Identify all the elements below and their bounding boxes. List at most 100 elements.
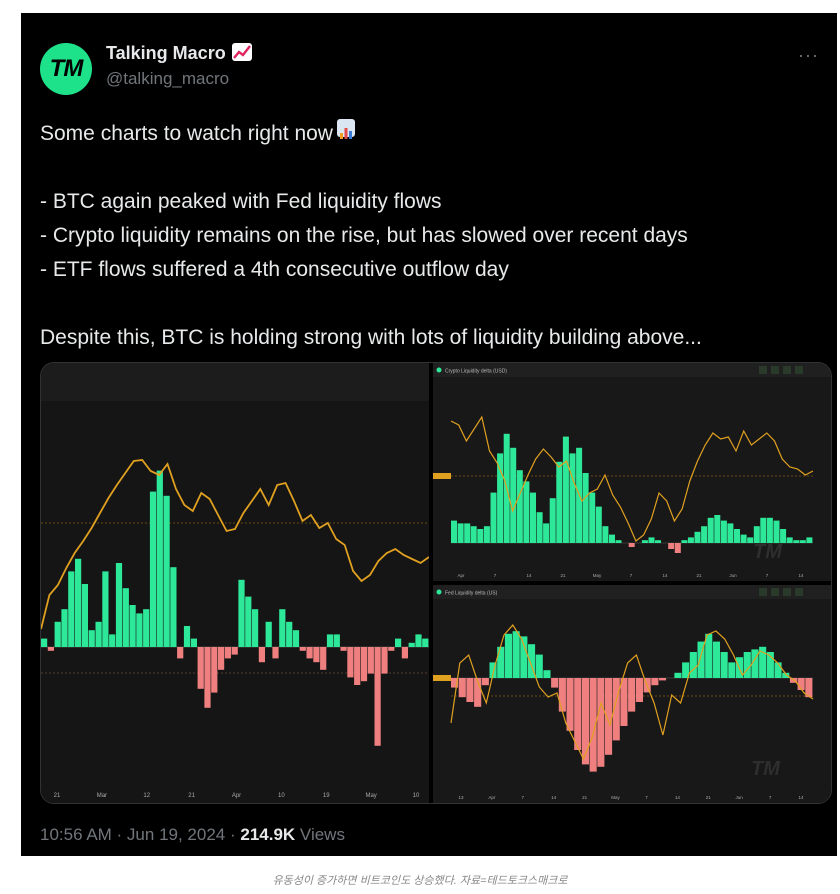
bar [581,678,589,765]
bar [589,492,596,543]
bar [728,662,736,678]
bar [470,526,477,543]
bar [326,634,334,647]
bar [204,647,211,708]
bar-chart-icon [336,119,355,139]
x-tick-label: 21 [582,795,588,800]
bar [258,647,265,663]
bar [512,631,520,678]
bar [740,534,747,543]
bar [292,630,300,647]
top-right-title: Crypto Liquidity delta (USD) [445,369,507,375]
bottom-right-line-series [450,624,814,761]
x-tick-label: 7 [766,573,769,578]
bar [320,647,327,670]
bar [197,647,204,689]
avatar[interactable]: TM [40,43,92,95]
bar [177,647,184,659]
bar [720,652,728,678]
bar [714,515,721,543]
bar [558,678,566,712]
bar [483,526,490,543]
bar [451,678,459,688]
bar [766,517,773,543]
bar [516,470,523,543]
bar [395,638,402,647]
bar [734,529,740,543]
more-options-icon[interactable]: ··· [798,45,819,65]
display-name[interactable]: Talking Macro [106,43,252,64]
bar [41,638,48,647]
bar [682,662,690,678]
timestamp[interactable]: 10:56 AM · Jun 19, 2024 · [40,825,241,844]
bar [635,678,643,702]
bar [793,540,800,543]
bar [286,621,293,647]
bar [360,647,368,682]
bar [47,647,54,651]
x-tick-label: May [593,573,602,578]
bar [582,473,589,543]
bar [68,571,75,647]
bar [477,529,484,543]
bar [272,647,279,659]
bar [474,678,482,707]
bar [751,649,759,678]
bar [727,523,734,543]
x-tick-label: 7 [522,795,525,800]
bar [595,506,602,543]
bottom-right-title: Fed Liquidity delta (US) [445,591,498,597]
x-tick-label: 12 [143,793,150,799]
bar [535,654,543,678]
tweet-text: Some charts to watch right now - BTC aga… [40,117,830,355]
bar [528,644,536,678]
x-tick-label: 14 [798,795,804,800]
display-name-text[interactable]: Talking Macro [106,43,226,63]
bar [605,678,613,755]
x-tick-label: 14 [675,795,681,800]
bar [109,634,116,647]
bar [163,495,170,647]
x-tick-label: 19 [323,793,330,799]
chart-toolbar [759,366,803,374]
charts-image: 21 Mar 12 21 Apr 10 19 May 10 Crypto Liquidity d… [41,363,831,803]
bar [628,678,636,712]
tweet-line-3: - Crypto liquidity remains on the rise, … [40,224,688,247]
bar [687,537,694,543]
tweet-card: TM Talking Macro @talking_macro ··· Some… [21,13,837,856]
bar [773,520,780,543]
x-tick-label: Mar [97,793,107,799]
top-right-watermark: TM [753,541,783,563]
bar [115,563,123,647]
top-right-line-series [450,415,814,542]
bar [562,436,569,543]
bottom-right-x-ticks: 13 Apr 7 14 21 May 7 14 21 Jun 7 14 [458,795,804,800]
bar [510,447,517,543]
bar [388,647,395,651]
image-caption: 유동성이 증가하면 비트코인도 상승했다. 자료=테드토크스매크로 [272,875,568,887]
bar [183,626,191,647]
x-tick-label: Apr [457,573,465,578]
x-tick-label: 13 [458,795,464,800]
bar [102,571,109,647]
left-line-series [41,459,430,630]
bar [674,672,682,678]
bar [408,642,415,647]
bar [422,638,429,647]
bar [466,678,474,702]
x-tick-label: 21 [696,573,702,578]
bar [190,638,197,647]
bar [313,647,320,663]
x-tick-label: 21 [560,573,566,578]
bar [536,512,543,543]
x-tick-label: 7 [645,795,648,800]
media-image[interactable]: 21 Mar 12 21 Apr 10 19 May 10 Crypto Liquidity d… [40,362,832,804]
bar [651,678,659,686]
bar [481,678,489,686]
bar [556,461,563,543]
top-right-x-ticks: Apr 7 14 21 May 7 14 21 Jun 7 14 [457,573,804,578]
bar [774,662,782,678]
left-x-ticks: 21 Mar 12 21 Apr 10 19 May 10 [54,793,420,799]
handle[interactable]: @talking_macro [106,69,230,88]
bar [218,647,225,670]
